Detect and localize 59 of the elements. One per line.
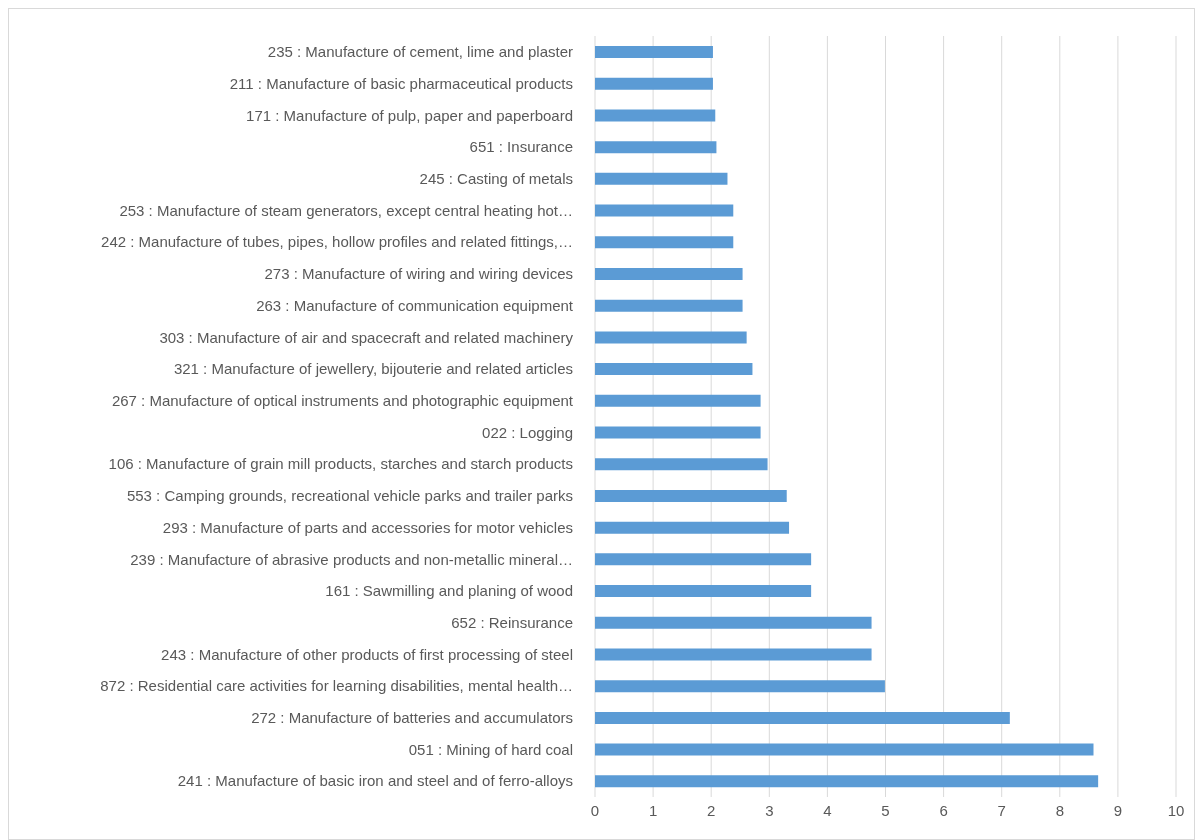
y-tick-label: 243 : Manufacture of other products of first processing of steel — [161, 645, 573, 663]
x-tick-label: 8 — [1055, 801, 1064, 819]
y-tick-label: 022 : Logging — [482, 423, 573, 441]
bar — [595, 172, 728, 185]
y-tick-label: 241 : Manufacture of basic iron and steel and of ferro-alloys — [177, 772, 573, 790]
bar — [595, 521, 790, 534]
bar — [595, 204, 734, 217]
x-tick-label: 7 — [997, 801, 1006, 819]
bar — [595, 363, 753, 376]
y-tick-label: 272 : Manufacture of batteries and accumulators — [251, 709, 573, 727]
y-tick-label: 273 : Manufacture of wiring and wiring devices — [264, 265, 573, 283]
y-tick-label: 267 : Manufacture of optical instruments and photographic equipment — [111, 391, 574, 409]
x-tick-label: 3 — [765, 801, 774, 819]
y-tick-label: 235 : Manufacture of cement, lime and plaster — [267, 43, 573, 61]
y-tick-label: 651 : Insurance — [469, 138, 573, 156]
x-tick-label: 5 — [881, 801, 890, 819]
y-tick-label: 321 : Manufacture of jewellery, bijouterie and related articles — [173, 360, 573, 378]
bar — [595, 553, 812, 566]
y-tick-label: 293 : Manufacture of parts and accessories for motor vehicles — [162, 518, 573, 536]
x-tick-label: 2 — [707, 801, 716, 819]
y-tick-label: 239 : Manufacture of abrasive products and non-metallic mineral… — [130, 550, 573, 568]
bar — [595, 331, 747, 344]
y-tick-label: 242 : Manufacture of tubes, pipes, hollow profiles and related fittings,… — [101, 233, 573, 251]
bar — [595, 458, 768, 471]
bar — [595, 394, 761, 407]
bar — [595, 775, 1099, 788]
bar — [595, 648, 872, 661]
x-tick-label: 1 — [648, 801, 658, 819]
bar — [595, 426, 761, 439]
bar — [595, 77, 713, 90]
x-tick-label: 0 — [590, 801, 600, 819]
bar — [595, 236, 734, 249]
y-tick-label: 253 : Manufacture of steam generators, except central heating hot… — [119, 201, 573, 219]
bar — [595, 489, 787, 502]
bar — [595, 585, 812, 598]
bar — [595, 711, 1010, 724]
bar — [595, 46, 713, 58]
bar — [595, 616, 872, 629]
y-tick-label: 171 : Manufacture of pulp, paper and paperboard — [246, 106, 573, 124]
y-tick-label: 211 : Manufacture of basic pharmaceutical products — [229, 74, 573, 92]
y-tick-label: 106 : Manufacture of grain mill products, starches and starch products — [108, 455, 573, 473]
x-tick-label: 9 — [1113, 801, 1123, 819]
bar — [595, 267, 743, 280]
y-tick-label: 303 : Manufacture of air and spacecraft and related machinery — [159, 328, 574, 346]
bar — [595, 299, 743, 312]
y-tick-label: 161 : Sawmilling and planing of wood — [325, 582, 573, 600]
y-tick-label: 553 : Camping grounds, recreational vehicle parks and trailer parks — [126, 487, 573, 505]
y-tick-label: 245 : Casting of metals — [419, 170, 573, 188]
y-tick-label: 652 : Reinsurance — [451, 613, 573, 631]
y-tick-label: 872 : Residential care activities for learning disabilities, mental health… — [100, 677, 573, 695]
y-tick-label: 051 : Mining of hard coal — [408, 740, 573, 758]
x-tick-label: 4 — [823, 801, 832, 819]
bar — [595, 680, 885, 693]
x-tick-label: 6 — [939, 801, 948, 819]
x-tick-label: 10 — [1167, 801, 1185, 819]
bar — [595, 109, 716, 122]
bar — [595, 743, 1094, 756]
y-tick-label: 263 : Manufacture of communication equipment — [256, 296, 574, 314]
bar — [595, 141, 717, 154]
